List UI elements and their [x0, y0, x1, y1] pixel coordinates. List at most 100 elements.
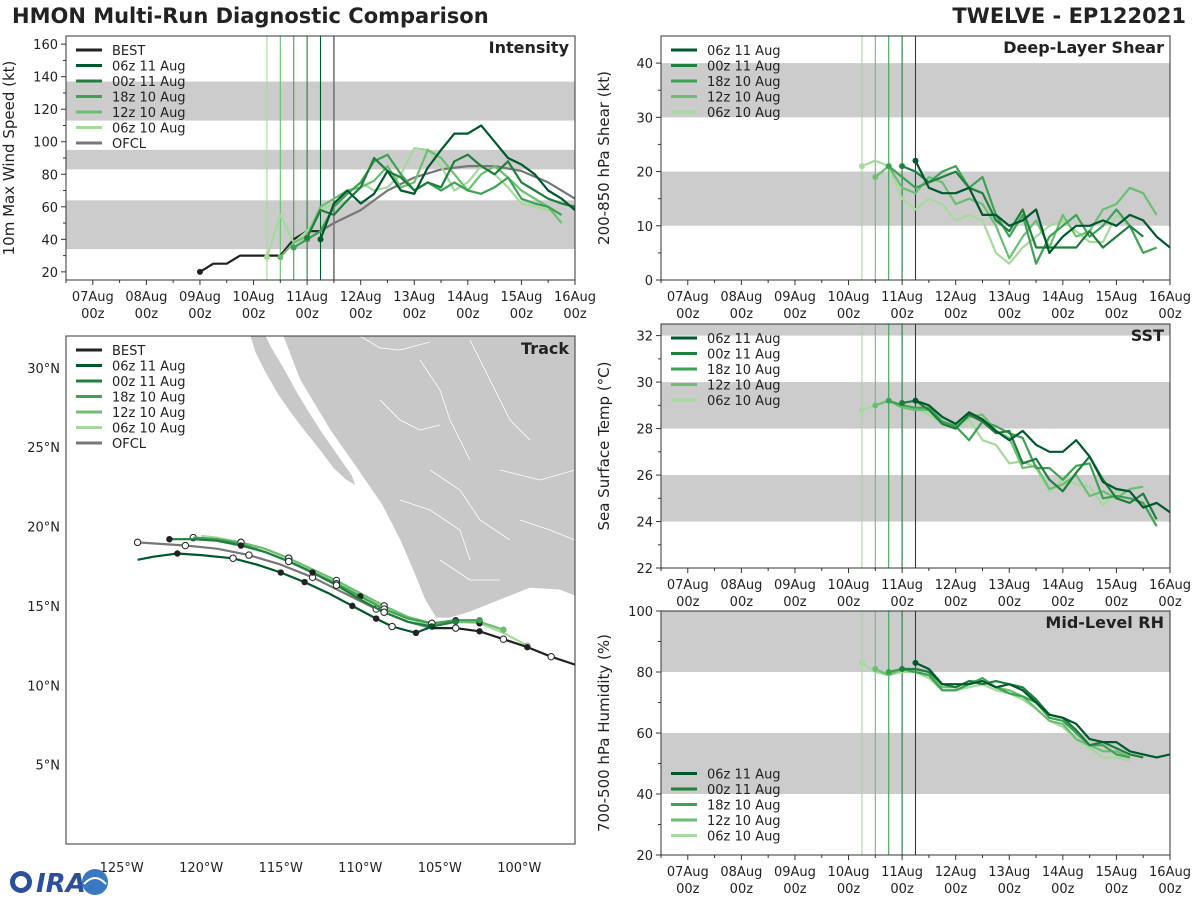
rh-xtick-label-date: 08Aug: [720, 865, 762, 880]
intensity-legend-item-12z-10-aug: 12z 10 Aug: [76, 106, 186, 121]
track-lat-label: 10°N: [27, 679, 60, 694]
shear-xtick-label-date: 11Aug: [881, 290, 923, 305]
sst-xtick-label-date: 08Aug: [720, 578, 762, 593]
sst-xtick-label-hour: 00z: [1105, 595, 1129, 610]
intensity-series: [196, 124, 575, 275]
shear-start-point-00z-11-aug: [899, 163, 906, 170]
shear-xtick-label-date: 10Aug: [828, 290, 870, 305]
track-point-open-best: [499, 635, 508, 643]
rh-xtick-label-hour: 00z: [1158, 882, 1182, 897]
track-point-open-ofcl: [133, 538, 142, 547]
sst-line-06z-11-aug: [915, 399, 1170, 514]
rh-legend-label: 00z 11 Aug: [707, 783, 781, 798]
storm-id: TWELVE - EP122021: [952, 4, 1186, 28]
shear-xtick-label-hour: 00z: [783, 307, 807, 322]
sst-xtick-label-date: 13Aug: [988, 578, 1030, 593]
track-start-18z-10-aug: [476, 616, 483, 624]
rh-legend-label: 18z 10 Aug: [707, 799, 781, 814]
intensity-legend-label: 06z 10 Aug: [112, 122, 186, 137]
shear-xtick-label-date: 16Aug: [1149, 290, 1191, 305]
track-title: Track: [521, 339, 569, 358]
track-line-ofcl: [137, 541, 433, 630]
shear-series: [858, 157, 1170, 265]
intensity-xtick-label-hour: 00z: [242, 307, 266, 322]
track-lon-label: 100°W: [497, 861, 541, 876]
intensity-legend-item-best: BEST: [76, 44, 145, 59]
sst-ytick-label: 32: [636, 330, 653, 345]
rh-xtick-label-hour: 00z: [1105, 882, 1129, 897]
shear-ytick-label: 0: [645, 274, 653, 289]
rh-line-06z-10-aug: [861, 661, 1131, 762]
rh-xtick-label-hour: 00z: [783, 882, 807, 897]
rh-xtick-label-hour: 00z: [944, 882, 968, 897]
track-legend-item-18z-10-aug: 18z 10 Aug: [76, 391, 186, 406]
shear-line-06z-11-aug: [914, 160, 1170, 254]
shear-legend-label: 00z 11 Aug: [707, 60, 781, 75]
rh-chart: 20 40 60 80 100 700-500 hPa Humidity (%) 07Aug…: [595, 605, 1191, 897]
intensity-xtick-label-date: 07Aug: [72, 290, 114, 305]
sst-ytick-label: 24: [636, 516, 653, 531]
rh-line-06z-11-aug: [915, 661, 1170, 759]
sst-xtick-label-date: 14Aug: [1042, 578, 1084, 593]
sst-legend-label: 06z 11 Aug: [707, 332, 781, 347]
sst-xtick-label-date: 15Aug: [1095, 578, 1137, 593]
rh-xtick-label-hour: 00z: [837, 882, 861, 897]
sst-legend-label: 00z 11 Aug: [707, 348, 781, 363]
track-lon-label: 125°W: [100, 861, 144, 876]
shear-start-point-18z-10-aug: [885, 163, 892, 170]
track-point-filled-00z-11-aug: [166, 536, 173, 543]
track-point-filled-06z-11-aug: [349, 602, 356, 610]
track-legend-label: 06z 10 Aug: [112, 422, 186, 437]
sst-ytick-label: 22: [636, 562, 653, 577]
intensity-xtick-label-date: 13Aug: [393, 290, 435, 305]
shear-xtick-label-hour: 00z: [837, 307, 861, 322]
sst-init-lines: [861, 324, 917, 568]
intensity-xtick-label-hour: 00z: [81, 307, 105, 322]
shear-xtick-label-hour: 00z: [998, 307, 1022, 322]
track-legend-item-06z-10-aug: 06z 10 Aug: [76, 422, 186, 437]
shear-xtick-label-date: 12Aug: [935, 290, 977, 305]
shear-start-point-06z-10-aug: [858, 163, 865, 170]
sst-line-18z-10-aug: [888, 399, 1158, 527]
sst-xtick-label-hour: 00z: [730, 595, 754, 610]
shear-x-axis: 07Aug 00z 08Aug 00z 09Aug 00z 10Aug 00z 11Aug 00z…: [660, 280, 1191, 322]
rh-xtick-label-date: 15Aug: [1095, 865, 1137, 880]
track-point-open-00z-11-aug: [380, 608, 388, 616]
intensity-ytick-label: 60: [41, 201, 58, 216]
cira-logo: IRA: [10, 869, 108, 899]
intensity-xtick-label-date: 14Aug: [447, 290, 489, 305]
rh-xtick-label-date: 09Aug: [774, 865, 816, 880]
track-point-open-00z-11-aug: [332, 581, 341, 589]
sst-xtick-label-hour: 00z: [890, 595, 914, 610]
rh-x-axis: 07Aug 00z 08Aug 00z 09Aug 00z 10Aug 00z 11Aug 00z…: [660, 855, 1191, 897]
rh-ytick-label: 20: [636, 849, 653, 864]
shear-xtick-label-date: 13Aug: [988, 290, 1030, 305]
sst-ytick-label: 26: [636, 469, 653, 484]
rh-ytick-label: 100: [628, 605, 653, 620]
rh-xtick-label-date: 07Aug: [667, 865, 709, 880]
track-point-filled-06z-11-aug: [412, 629, 420, 637]
sst-ytick-label: 28: [636, 423, 653, 438]
rh-xtick-label-date: 16Aug: [1149, 865, 1191, 880]
intensity-line-12z-10-aug: [279, 148, 563, 258]
shear-xtick-label-date: 09Aug: [774, 290, 816, 305]
intensity-xtick-label-hour: 00z: [563, 307, 587, 322]
shear-legend-item-12z-10-aug: 12z 10 Aug: [671, 91, 781, 106]
intensity-xtick-label-hour: 00z: [349, 307, 373, 322]
intensity-xtick-label-hour: 00z: [403, 307, 427, 322]
sst-legend-item-06z-10-aug: 06z 10 Aug: [671, 394, 781, 409]
shear-y-axis: 0 10 20 30 40 200-850 hPa Shear (kt): [595, 57, 661, 289]
shear-ytick-label: 30: [636, 111, 653, 126]
intensity-xtick-label-hour: 00z: [456, 307, 480, 322]
rh-legend-item-12z-10-aug: 12z 10 Aug: [671, 814, 781, 829]
track-point-filled-00z-11-aug: [237, 542, 245, 549]
intensity-legend-label: BEST: [112, 44, 145, 59]
intensity-ytick-label: 80: [41, 168, 58, 183]
rh-xtick-label-hour: 00z: [890, 882, 914, 897]
rh-title: Mid-Level RH: [1045, 613, 1164, 632]
shear-start-point-06z-11-aug: [912, 157, 919, 164]
shear-start-point-12z-10-aug: [872, 173, 879, 180]
